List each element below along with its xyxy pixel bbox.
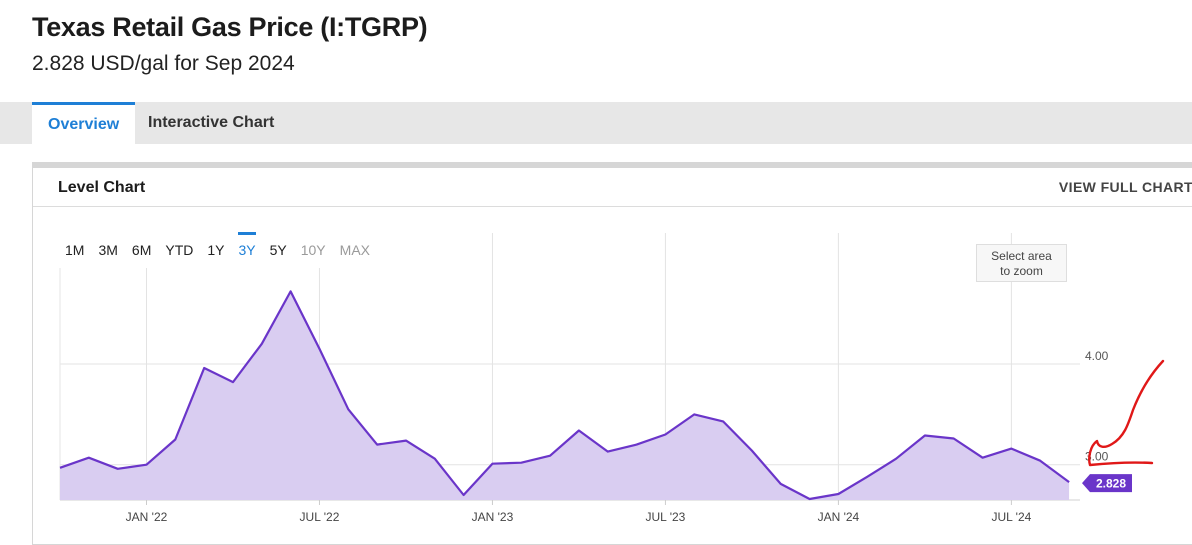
range-6m[interactable]: 6M [131, 242, 152, 258]
red-annotation-mark [1088, 359, 1165, 467]
data-point-33[interactable] [1008, 446, 1014, 452]
data-point-23[interactable] [720, 418, 726, 424]
x-tick-label-2: JAN '23 [472, 510, 514, 524]
zoom-hint[interactable]: Select area to zoom [976, 244, 1067, 282]
range-ytd[interactable]: YTD [165, 242, 194, 258]
data-point-24[interactable] [749, 448, 755, 454]
data-point-6[interactable] [230, 379, 236, 385]
range-3m[interactable]: 3M [98, 242, 118, 258]
panel-title: Level Chart [58, 179, 146, 196]
data-point-29[interactable] [893, 456, 899, 462]
data-point-5[interactable] [201, 365, 207, 371]
page-title: Texas Retail Gas Price (I:TGRP) [32, 12, 428, 42]
data-point-32[interactable] [980, 455, 986, 461]
data-point-28[interactable] [864, 474, 870, 480]
x-tick-label-1: JUL '22 [300, 510, 340, 524]
data-point-7[interactable] [259, 341, 265, 347]
data-point-18[interactable] [576, 427, 582, 433]
tab-overview[interactable]: Overview [32, 102, 136, 144]
last-value-badge [1082, 474, 1132, 493]
data-point-12[interactable] [403, 438, 409, 444]
data-point-8[interactable] [288, 288, 294, 294]
tab-bar: Overview Interactive Chart [0, 102, 1192, 144]
data-point-0[interactable] [57, 465, 63, 471]
data-point-34[interactable] [1037, 458, 1043, 464]
data-point-1[interactable] [86, 455, 92, 461]
data-point-11[interactable] [374, 442, 380, 448]
data-point-17[interactable] [547, 453, 553, 459]
data-point-22[interactable] [691, 411, 697, 417]
series-area [60, 291, 1070, 500]
data-point-35[interactable] [1066, 479, 1072, 485]
data-point-26[interactable] [807, 496, 813, 502]
data-point-19[interactable] [605, 449, 611, 455]
range-1y[interactable]: 1Y [207, 242, 225, 258]
zoom-hint-line2: to zoom [1000, 264, 1043, 278]
data-point-21[interactable] [662, 432, 668, 438]
x-tick-label-4: JAN '24 [818, 510, 860, 524]
range-max: MAX [339, 242, 370, 258]
data-point-30[interactable] [922, 433, 928, 439]
zoom-hint-line1: Select area [991, 249, 1052, 263]
data-point-20[interactable] [634, 442, 640, 448]
data-point-14[interactable] [461, 492, 467, 498]
data-point-9[interactable] [316, 346, 322, 352]
tab-interactive-chart[interactable]: Interactive Chart [148, 114, 275, 131]
x-tick-label-3: JUL '23 [645, 510, 685, 524]
data-point-3[interactable] [143, 462, 149, 468]
range-1m[interactable]: 1M [65, 242, 85, 258]
range-5y[interactable]: 5Y [269, 242, 287, 258]
data-point-16[interactable] [518, 460, 524, 466]
y-tick-label-0: 4.00 [1085, 349, 1109, 363]
range-selector: 1M 3M 6M YTD 1Y 3Y 5Y 10Y MAX [58, 232, 381, 268]
data-point-10[interactable] [345, 406, 351, 412]
x-tick-label-5: JUL '24 [991, 510, 1031, 524]
data-point-4[interactable] [172, 437, 178, 443]
page-subtitle: 2.828 USD/gal for Sep 2024 [32, 52, 295, 75]
range-3y[interactable]: 3Y [231, 232, 262, 268]
last-value-label: 2.828 [1096, 477, 1126, 491]
series-line [59, 290, 1070, 501]
panel-header: Level Chart VIEW FULL CHART [33, 168, 1192, 207]
data-point-25[interactable] [778, 481, 784, 487]
data-point-31[interactable] [951, 436, 957, 442]
data-point-13[interactable] [432, 456, 438, 462]
data-point-27[interactable] [835, 491, 841, 497]
range-10y: 10Y [300, 242, 326, 258]
x-tick-label-0: JAN '22 [126, 510, 168, 524]
view-full-chart-link[interactable]: VIEW FULL CHART [1058, 179, 1192, 195]
data-point-15[interactable] [489, 461, 495, 467]
data-point-2[interactable] [115, 466, 121, 472]
